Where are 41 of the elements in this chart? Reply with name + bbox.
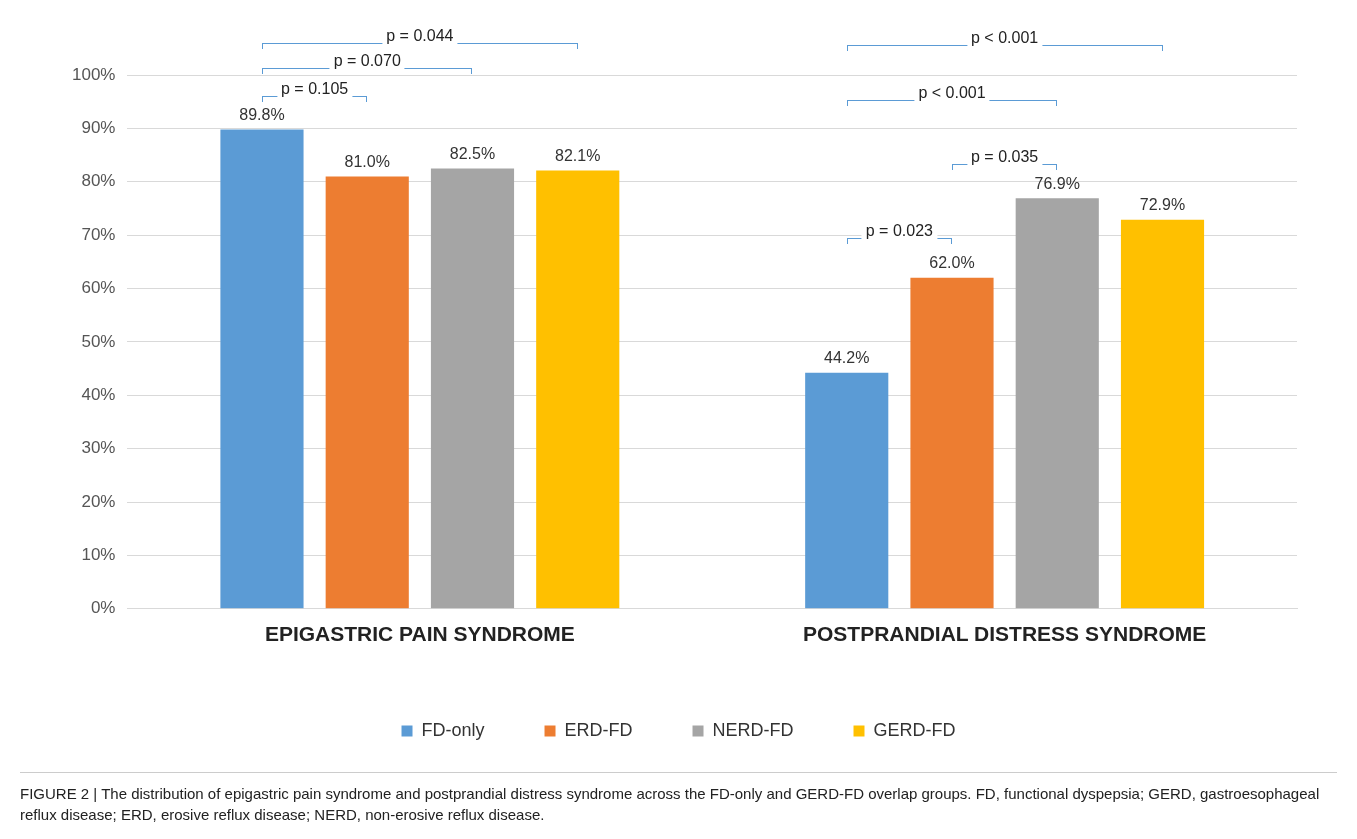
annotation: p = 0.023: [861, 221, 937, 240]
y-tick-label: 90%: [81, 118, 116, 138]
bar: [220, 129, 304, 609]
data-label: 89.8%: [239, 105, 285, 123]
y-tick-label: 10%: [81, 545, 116, 565]
y-tick-label: 100%: [72, 64, 116, 84]
legend-label: ERD-FD: [564, 719, 633, 740]
text: p = 0.044: [382, 26, 458, 45]
y-tick-label: 80%: [81, 171, 116, 191]
data-label: 76.9%: [1034, 174, 1080, 192]
bar: [1015, 198, 1099, 609]
y-tick-label: 20%: [81, 491, 116, 511]
bar: [430, 168, 515, 609]
y-tick-label: 30%: [81, 438, 116, 458]
bar: [805, 372, 889, 609]
legend-label: FD-only: [421, 719, 485, 740]
annotation: p = 0.035: [967, 148, 1043, 167]
bar: [910, 277, 994, 609]
data-label: 81.0%: [344, 152, 390, 170]
text: p = 0.070: [329, 52, 405, 71]
legend-label: GERD-FD: [873, 719, 956, 740]
data-label: 72.9%: [1139, 196, 1186, 214]
legend-label: NERD-FD: [712, 719, 794, 740]
annotation: p = 0.105: [277, 80, 353, 99]
bar: [536, 170, 620, 609]
text: p < 0.001: [967, 28, 1043, 47]
x-tick-label: POSTPRANDIAL DISTRESS SYNDROME: [802, 622, 1207, 646]
bar: [1120, 219, 1205, 609]
data-label: 62.0%: [929, 254, 975, 272]
y-tick-label: 0%: [90, 598, 116, 618]
caption: FIGURE 2 | The distribution of epigastric pain syndrome and postprandial distress syndrome across the FD-only and GERD-FD overlap groups. FD, functional dyspepsia; GERD, gastroesophageal reflux disease; ERD, erosive reflux disease; NERD, non-erosive reflux disease.: [20, 784, 1321, 825]
annotation: p < 0.001: [914, 83, 990, 102]
y-tick-label: 60%: [81, 278, 116, 298]
y-tick-label: 50%: [81, 331, 116, 351]
data-label: 82.1%: [555, 146, 601, 164]
y-tick-label: 40%: [81, 384, 116, 404]
x-tick-label: EPIGASTRIC PAIN SYNDROME: [264, 622, 575, 646]
y-tick-label: 70%: [81, 224, 116, 244]
data-label: 44.2%: [824, 349, 870, 367]
data-label: 82.5%: [449, 144, 496, 162]
bar: [325, 176, 409, 609]
